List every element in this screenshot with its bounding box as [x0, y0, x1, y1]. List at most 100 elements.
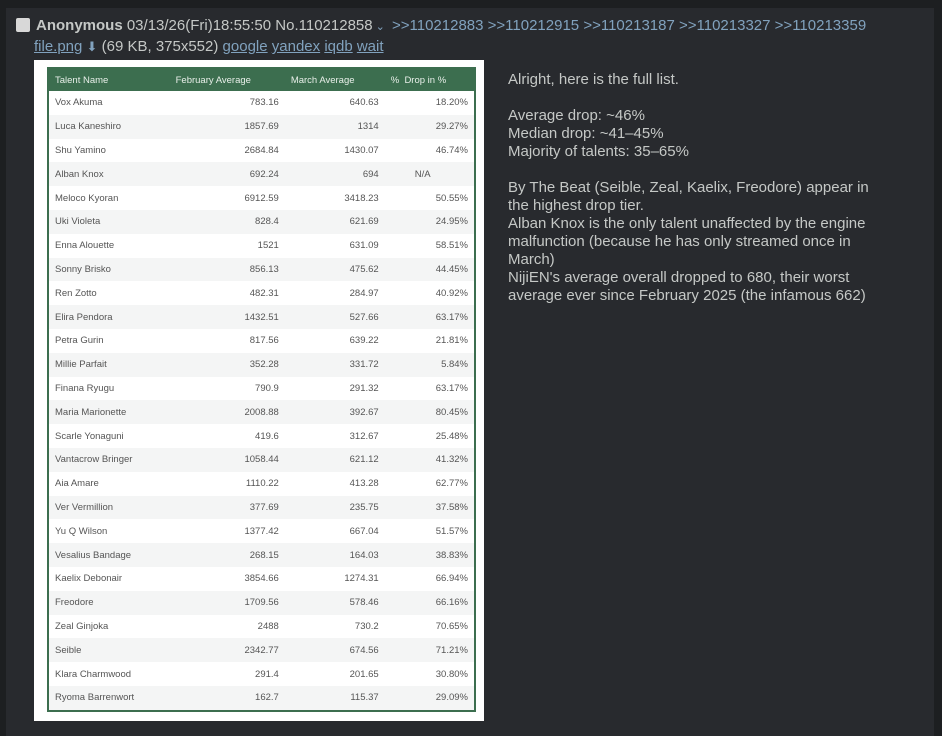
file-meta: (69 KB, 375x552)	[101, 38, 219, 55]
february-average: 2684.84	[244, 144, 279, 156]
message-line	[508, 89, 888, 107]
post-datetime: 03/13/26(Fri)18:55:50	[126, 17, 272, 34]
post-number[interactable]: No.110212858	[275, 17, 373, 34]
drop-percent: 62.77%	[435, 478, 468, 490]
march-average: 475.62	[284, 257, 385, 282]
talent-name: Uki Violeta	[48, 209, 170, 234]
february-average: 692.24	[169, 162, 285, 187]
february-average: 1110.22	[245, 478, 279, 490]
drop-percent: 40.92%	[435, 287, 468, 299]
table-row: Sonny Brisko 856.13 475.62 44.45%	[48, 257, 475, 282]
drop-percent: 5.84%	[384, 352, 475, 377]
talent-name: Enna Alouette	[55, 240, 115, 252]
table-row: Vox Akuma 783.16 640.63 18.20%	[48, 91, 475, 115]
search-yandex-link[interactable]: yandex	[271, 38, 321, 55]
drop-percent: 29.27%	[384, 114, 475, 139]
message-line: Average drop: ~46%	[508, 107, 645, 124]
march-average: 1430.07	[344, 144, 379, 156]
reply-link[interactable]: >>110213359	[774, 17, 867, 34]
post-checkbox[interactable]	[16, 18, 30, 32]
february-average: 828.4	[169, 209, 285, 234]
talent-name: Elira Pendora	[48, 305, 170, 329]
february-average: 352.28	[169, 352, 285, 377]
march-average: 331.72	[284, 352, 385, 377]
table-row: Aia Amare 1110.22 413.28 62.77%	[48, 472, 475, 496]
talent-name: Zeal Ginjoka	[55, 620, 109, 632]
talent-name: Ver Vermillion	[48, 495, 170, 520]
march-average: 694	[284, 162, 385, 187]
march-average: 312.67	[349, 430, 379, 442]
drop-percent: 51.57%	[435, 525, 468, 537]
march-average: 639.22	[349, 335, 379, 347]
talent-name: Vox Akuma	[55, 97, 103, 109]
drop-percent: 71.21%	[384, 638, 475, 663]
table-row: Seible 2342.77 674.56 71.21%	[48, 638, 475, 663]
march-average: 674.56	[284, 638, 385, 663]
march-average: 640.63	[349, 97, 379, 109]
table-row: Enna Alouette 1521 631.09 58.51%	[48, 234, 475, 258]
march-average: 3418.23	[344, 192, 379, 204]
february-average: 1058.44	[169, 447, 285, 472]
message-line: Alban Knox is the only talent unaffected…	[508, 215, 866, 268]
table-row: Uki Violeta 828.4 621.69 24.95%	[48, 209, 475, 234]
march-average: 201.65	[349, 668, 379, 680]
talent-name: Millie Parfait	[48, 352, 170, 377]
march-average: 730.2	[354, 620, 379, 632]
march-average: 631.09	[349, 240, 379, 252]
drop-percent: 30.80%	[435, 668, 468, 680]
february-average: 2342.77	[169, 638, 285, 663]
february-average: 790.9	[255, 382, 279, 394]
table-row: Kaelix Debonair 3854.66 1274.31 66.94%	[48, 567, 475, 591]
drop-percent: 38.83%	[384, 543, 475, 567]
talent-name: Vantacrow Bringer	[48, 447, 170, 472]
march-average: 235.75	[284, 495, 385, 520]
february-average: 291.4	[255, 668, 279, 680]
talent-name: Ryoma Barrenwort	[48, 685, 170, 711]
reply-link[interactable]: >>110213327	[679, 17, 771, 34]
drop-percent: 70.65%	[435, 620, 468, 632]
talent-name: Alban Knox	[48, 162, 170, 187]
drop-percent: 66.16%	[384, 590, 475, 615]
search-wait-link[interactable]: wait	[356, 38, 384, 55]
poster-name: Anonymous	[36, 17, 123, 34]
february-average: 6912.59	[244, 192, 279, 204]
reply-link[interactable]: >>110212915	[487, 17, 580, 34]
file-link[interactable]: file.png	[34, 38, 83, 55]
talent-name: Freodore	[48, 590, 170, 615]
february-average: 1521	[257, 240, 279, 252]
march-average: 527.66	[284, 305, 385, 329]
post-message: Alright, here is the full list. Average d…	[508, 71, 888, 305]
talent-name: Klara Charmwood	[55, 668, 132, 680]
february-average: 2488	[257, 620, 279, 632]
table-row: Scarle Yonaguni 419.6 312.67 25.48%	[48, 424, 475, 448]
message-line: Majority of talents: 35–65%	[508, 143, 689, 160]
message-line	[508, 161, 888, 179]
table-row: Alban Knox 692.24 694 N/A	[48, 162, 475, 187]
drop-percent: 24.95%	[384, 209, 475, 234]
search-google-link[interactable]: google	[222, 38, 268, 55]
table-row: Shu Yamino 2684.84 1430.07 46.74%	[48, 139, 475, 163]
attached-image[interactable]: Talent Name February Average March Avera…	[34, 60, 484, 721]
table-row: Vantacrow Bringer 1058.44 621.12 41.32%	[48, 447, 475, 472]
february-average: 419.6	[255, 430, 279, 442]
table-row: Luca Kaneshiro 1857.69 1314 29.27%	[48, 114, 475, 139]
march-average: 284.97	[349, 287, 379, 299]
percent-icon: %	[390, 74, 400, 86]
drop-percent: 58.51%	[435, 240, 468, 252]
talent-name: Aia Amare	[55, 478, 99, 490]
col-march-average: March Average	[284, 68, 385, 91]
download-icon[interactable]: ⬇	[86, 39, 98, 54]
reply-link[interactable]: >>110213187	[583, 17, 675, 34]
february-average: 783.16	[249, 97, 279, 109]
talent-name: Luca Kaneshiro	[48, 114, 170, 139]
reply-link[interactable]: >>110212883	[391, 17, 484, 34]
march-average: 578.46	[284, 590, 385, 615]
drop-percent: 29.09%	[384, 685, 475, 711]
drop-percent: 46.74%	[435, 144, 468, 156]
search-iqdb-link[interactable]: iqdb	[324, 38, 353, 55]
message-line: By The Beat (Seible, Zeal, Kaelix, Freod…	[508, 179, 869, 214]
february-average: 162.7	[169, 685, 285, 711]
chevron-down-icon[interactable]: ⌄	[375, 21, 385, 33]
talent-name: Shu Yamino	[55, 144, 106, 156]
drop-percent: 41.32%	[384, 447, 475, 472]
